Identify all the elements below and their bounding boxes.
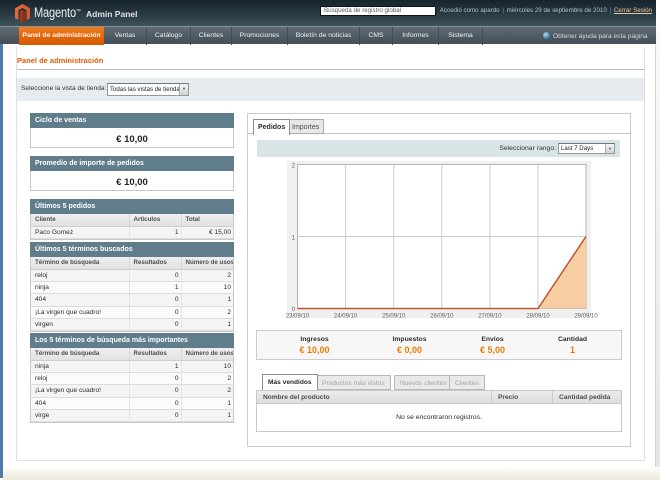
svg-text:0: 0	[292, 307, 296, 313]
svg-text:1: 1	[292, 236, 296, 242]
svg-text:26/09/10: 26/09/10	[430, 314, 454, 320]
svg-text:25/09/10: 25/09/10	[382, 314, 406, 320]
svg-text:24/09/10: 24/09/10	[334, 314, 358, 320]
svg-text:27/09/10: 27/09/10	[478, 314, 502, 320]
svg-text:29/09/10: 29/09/10	[574, 314, 598, 320]
svg-text:2: 2	[292, 164, 296, 170]
svg-text:23/09/10: 23/09/10	[286, 314, 310, 320]
svg-text:28/09/10: 28/09/10	[526, 314, 550, 320]
